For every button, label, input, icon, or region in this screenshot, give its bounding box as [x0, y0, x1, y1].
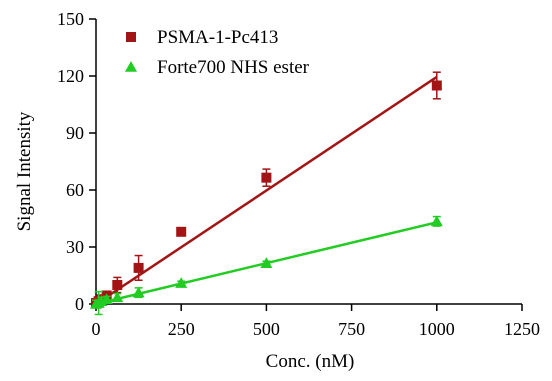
fit-line [95, 75, 438, 306]
data-point [260, 257, 273, 268]
data-point [175, 277, 188, 288]
y-tick-label: 90 [66, 123, 84, 143]
legend-item: PSMA-1-Pc413 [126, 27, 278, 48]
x-tick-label: 1000 [419, 319, 455, 339]
y-tick-label: 0 [75, 294, 84, 314]
data-point [431, 80, 442, 91]
data-point [111, 291, 124, 303]
y-tick-label: 120 [57, 66, 84, 86]
data-point [430, 215, 443, 227]
data-point [176, 226, 187, 237]
x-ticks: 0 250 500 750 1000 1250 [92, 304, 540, 339]
axes: 0 250 500 750 1000 1250 0 30 60 90 120 150 [57, 9, 540, 339]
data-point [112, 280, 123, 290]
x-axis-label: Conc. (nM) [266, 351, 355, 372]
plot-series [90, 71, 443, 316]
y-tick-label: 30 [66, 237, 84, 257]
x-tick-label: 0 [92, 319, 101, 339]
x-tick-label: 500 [253, 319, 280, 339]
series-triangle [90, 215, 443, 316]
x-tick-label: 1250 [504, 319, 540, 339]
legend-label: PSMA-1-Pc413 [157, 27, 278, 48]
legend: PSMA-1-Pc413 Forte700 NHS ester [125, 27, 310, 78]
series-square [91, 71, 442, 309]
data-point [261, 172, 272, 183]
legend-marker-square [126, 32, 136, 42]
y-tick-label: 60 [66, 180, 84, 200]
data-point [133, 262, 144, 273]
y-axis-label: Signal Intensity [14, 111, 35, 231]
legend-item: Forte700 NHS ester [125, 57, 310, 78]
data-point [100, 293, 113, 305]
data-point [132, 286, 145, 298]
x-tick-label: 750 [338, 319, 365, 339]
legend-label: Forte700 NHS ester [157, 57, 310, 78]
legend-marker-triangle [125, 61, 137, 72]
y-ticks: 0 30 60 90 120 150 [57, 9, 96, 314]
x-tick-label: 250 [168, 319, 195, 339]
y-tick-label: 150 [57, 9, 84, 29]
